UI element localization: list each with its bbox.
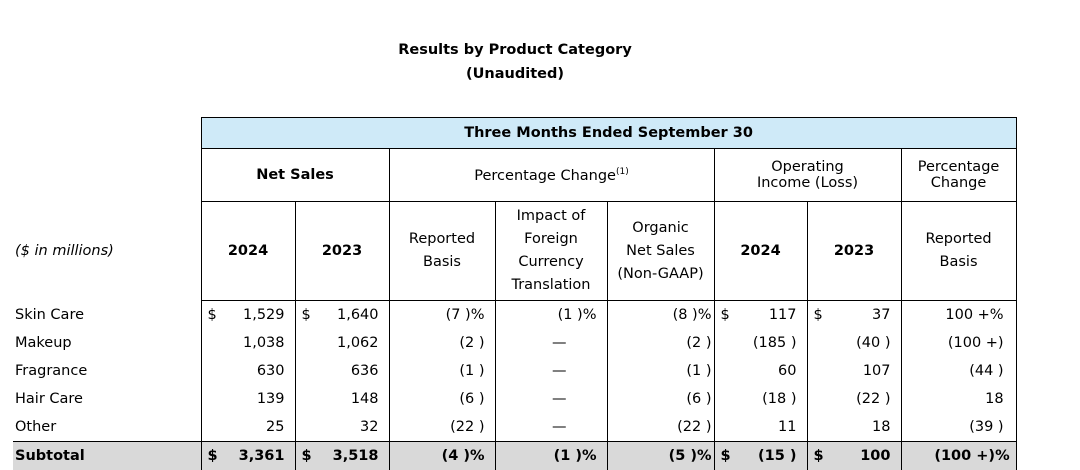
reported-value: (6 ): [459, 391, 484, 407]
oi-2024-value: (18 ): [762, 391, 796, 407]
reported2-value: (100 +): [948, 335, 1004, 351]
ns-2023-value: 636: [351, 363, 379, 379]
table-row: Fragrance 630 636 (1 ) — (1 ) 60 107 (44 ): [13, 357, 1016, 385]
pct-change-header: Percentage Change(1): [389, 149, 714, 202]
reported2-value: (44 ): [969, 363, 1003, 379]
ns-2024-value: 630: [257, 363, 285, 379]
row-label: Skin Care: [13, 301, 201, 330]
ns-2023-value: 3,518: [333, 448, 379, 464]
oi-2024-value: 117: [769, 307, 797, 323]
col-oi-2023: 2023: [807, 202, 901, 301]
table-row: Other 25 32 (22 ) — (22 ) 11 18 (39 ): [13, 413, 1016, 442]
ns-2024-value: 1,529: [243, 307, 285, 323]
row-label: Subtotal: [13, 442, 201, 470]
table-row: Hair Care 139 148 (6 ) — (6 ) (18 ) (22 ) 18: [13, 385, 1016, 413]
reported2-value: 100 +%: [945, 307, 1003, 323]
oi-2024-value: 11: [778, 419, 796, 435]
oi-2023-value: 37: [872, 307, 890, 323]
reported-value: (7 )%: [446, 307, 485, 323]
organic-value: (2 ): [686, 335, 711, 351]
ns-2023-value: 1,062: [337, 335, 379, 351]
subtotal-row: Subtotal $3,361 $3,518 (4 )% (1 )% (5 )%…: [13, 442, 1016, 470]
footnote-ref: (1): [616, 167, 629, 177]
reported2-value: (39 ): [969, 419, 1003, 435]
fx-value: —: [552, 419, 567, 435]
fx-value: (1 )%: [554, 448, 597, 464]
reported-value: (2 ): [459, 335, 484, 351]
organic-value: (8 )%: [673, 307, 712, 323]
ns-2024-value: 3,361: [239, 448, 285, 464]
oi-2023-value: 100: [860, 448, 890, 464]
ns-2023-value: 1,640: [337, 307, 379, 323]
oi-2023-value: (40 ): [856, 335, 890, 351]
oi-2023-value: 107: [863, 363, 891, 379]
row-label: Hair Care: [13, 385, 201, 413]
report-title: Results by Product Category: [0, 42, 1030, 58]
units-label: ($ in millions): [13, 202, 201, 301]
oi-2024-value: (15 ): [758, 448, 796, 464]
reported-value: (22 ): [450, 419, 484, 435]
table-row: Makeup 1,038 1,062 (2 ) — (2 ) (185 ) (40 ) (100…: [13, 329, 1016, 357]
reported2-value: (100 +)%: [934, 448, 1009, 464]
fx-value: —: [552, 363, 567, 379]
row-label: Makeup: [13, 329, 201, 357]
table-row: Skin Care$1,529$1,640(7 )%(1 )%(8 )%$117…: [13, 301, 1016, 330]
reported2-value: 18: [985, 391, 1003, 407]
row-label: Other: [13, 413, 201, 442]
net-sales-header: Net Sales: [201, 149, 389, 202]
oi-2024-value: 60: [778, 363, 796, 379]
ns-2024-value: 1,038: [243, 335, 285, 351]
fx-value: —: [552, 391, 567, 407]
organic-value: (6 ): [686, 391, 711, 407]
ns-2023-value: 32: [360, 419, 378, 435]
reported-value: (1 ): [459, 363, 484, 379]
oi-2023-value: (22 ): [856, 391, 890, 407]
organic-value: (5 )%: [669, 448, 712, 464]
oi-2023-value: 18: [872, 419, 890, 435]
organic-value: (22 ): [677, 419, 711, 435]
fx-value: (1 )%: [558, 307, 597, 323]
report-subtitle: (Unaudited): [0, 66, 1030, 82]
fx-value: —: [552, 335, 567, 351]
period-header: Three Months Ended September 30: [201, 118, 1016, 149]
col-oi-2024: 2024: [714, 202, 807, 301]
ns-2024-value: 25: [266, 419, 284, 435]
oi-2024-value: (185 ): [753, 335, 797, 351]
reported-value: (4 )%: [442, 448, 485, 464]
ns-2023-value: 148: [351, 391, 379, 407]
organic-value: (1 ): [686, 363, 711, 379]
row-label: Fragrance: [13, 357, 201, 385]
results-table: Three Months Ended September 30 Net Sale…: [13, 117, 1017, 470]
col-ns-2023: 2023: [295, 202, 389, 301]
col-ns-2024: 2024: [201, 202, 295, 301]
ns-2024-value: 139: [257, 391, 285, 407]
